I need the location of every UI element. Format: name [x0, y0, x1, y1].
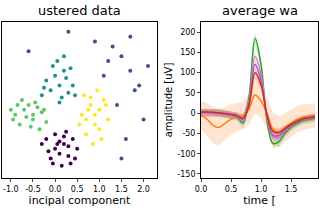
svg-text:-0.5: -0.5	[25, 185, 41, 194]
svg-text:0.5: 0.5	[225, 185, 238, 194]
svg-text:200: 200	[180, 28, 195, 37]
svg-text:100: 100	[180, 68, 195, 77]
svg-text:average wa: average wa	[222, 3, 298, 18]
svg-text:0.0: 0.0	[49, 185, 62, 194]
svg-text:0: 0	[190, 109, 195, 118]
svg-text:amplitude [uV]: amplitude [uV]	[163, 63, 174, 138]
svg-text:-100: -100	[177, 149, 195, 158]
svg-text:150: 150	[180, 48, 195, 57]
svg-text:50: 50	[185, 89, 195, 98]
svg-text:2.0: 2.0	[137, 185, 150, 194]
svg-text:-50: -50	[182, 129, 195, 138]
svg-text:-1.0: -1.0	[3, 185, 19, 194]
svg-text:0.0: 0.0	[195, 185, 208, 194]
svg-text:-150: -150	[177, 170, 195, 179]
svg-text:0.5: 0.5	[71, 185, 84, 194]
svg-text:1.0: 1.0	[255, 185, 268, 194]
svg-text:time [: time [	[243, 194, 276, 207]
svg-text:incipal component: incipal component	[29, 194, 131, 207]
svg-text:1.5: 1.5	[285, 185, 298, 194]
svg-text:1.0: 1.0	[93, 185, 106, 194]
svg-text:1.5: 1.5	[115, 185, 128, 194]
svg-text:ustered data: ustered data	[38, 3, 121, 18]
